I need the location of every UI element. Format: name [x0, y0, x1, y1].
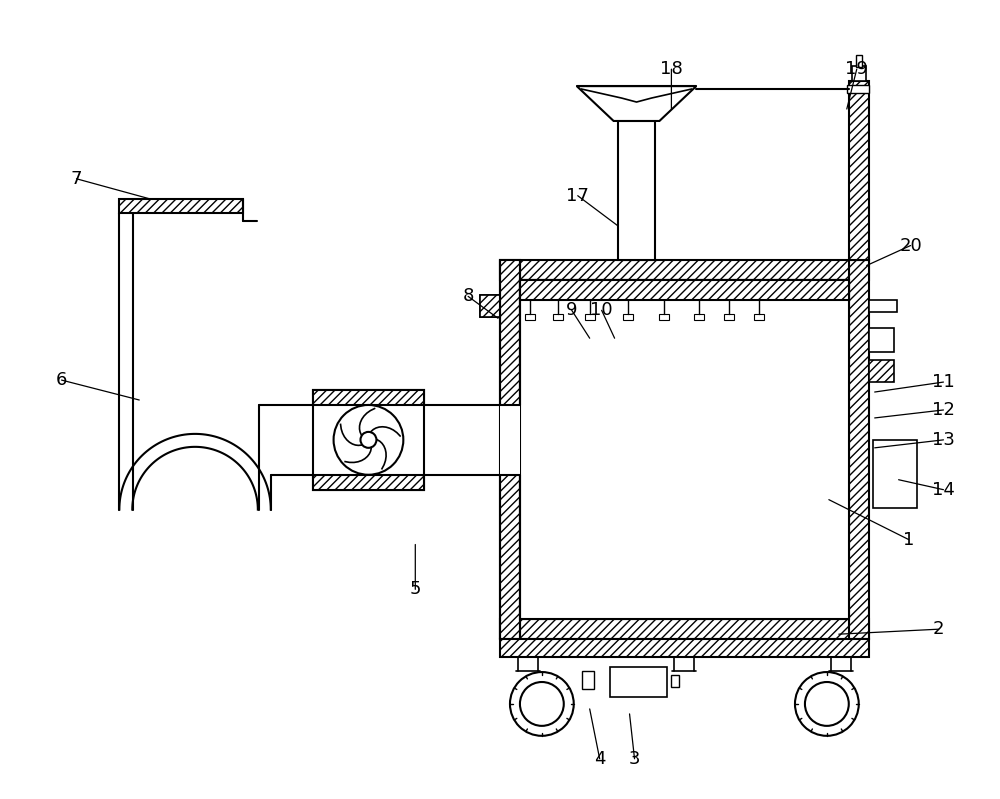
Bar	[849, 260, 869, 639]
Bar	[618, 121, 655, 260]
Bar	[520, 280, 849, 619]
Bar	[500, 619, 869, 639]
Bar	[500, 639, 869, 657]
Bar	[869, 300, 897, 312]
Bar	[585, 314, 595, 320]
Bar	[313, 475, 424, 490]
Text: 3: 3	[629, 749, 640, 768]
Circle shape	[360, 432, 376, 447]
Bar	[480, 296, 500, 317]
Text: 19: 19	[845, 60, 868, 78]
Text: 20: 20	[899, 237, 922, 255]
Bar	[500, 260, 869, 280]
Text: 11: 11	[932, 373, 955, 391]
Bar	[500, 405, 520, 475]
Bar	[313, 390, 424, 405]
Text: 8: 8	[462, 288, 474, 305]
Polygon shape	[577, 86, 696, 121]
Text: 2: 2	[933, 620, 944, 638]
Text: 17: 17	[566, 187, 589, 205]
Bar	[754, 314, 764, 320]
Bar	[659, 314, 669, 320]
Text: 9: 9	[566, 301, 577, 320]
Bar	[623, 314, 633, 320]
Bar	[849, 81, 869, 260]
Text: 6: 6	[56, 371, 67, 389]
Bar	[313, 390, 424, 490]
Bar	[610, 667, 667, 697]
Text: 12: 12	[932, 401, 955, 419]
Bar	[520, 280, 849, 300]
Bar	[724, 314, 734, 320]
Bar	[119, 199, 243, 213]
Bar	[500, 260, 520, 639]
Text: 18: 18	[660, 60, 683, 78]
Bar	[852, 66, 866, 81]
Circle shape	[334, 405, 403, 475]
Bar	[671, 675, 679, 687]
Text: 4: 4	[594, 749, 605, 768]
Bar	[847, 85, 869, 93]
Bar	[873, 440, 917, 507]
Bar	[480, 296, 500, 317]
Bar	[869, 328, 894, 352]
Text: 13: 13	[932, 431, 955, 449]
Bar	[694, 314, 704, 320]
Circle shape	[510, 672, 574, 736]
Text: 1: 1	[903, 531, 914, 548]
Bar	[553, 314, 563, 320]
Bar	[582, 671, 594, 689]
Text: 5: 5	[410, 580, 421, 598]
Text: 7: 7	[71, 169, 82, 188]
Text: 10: 10	[590, 301, 613, 320]
Circle shape	[795, 672, 859, 736]
Bar	[869, 360, 894, 382]
Bar	[525, 314, 535, 320]
Text: 14: 14	[932, 481, 955, 499]
Bar	[856, 55, 862, 67]
